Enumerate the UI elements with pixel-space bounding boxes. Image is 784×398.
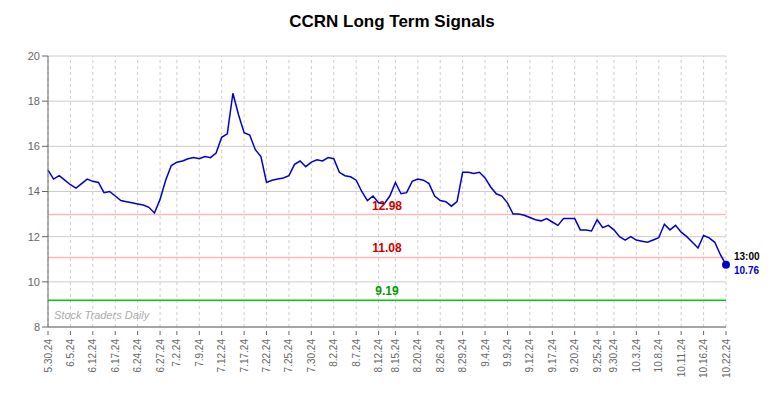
svg-text:7.22.24: 7.22.24 [261, 339, 272, 373]
svg-text:7.9.24: 7.9.24 [194, 339, 205, 367]
svg-text:8.12.24: 8.12.24 [373, 339, 384, 373]
svg-text:9.17.24: 9.17.24 [547, 339, 558, 373]
svg-text:9.19: 9.19 [375, 284, 399, 298]
svg-text:8.20.24: 8.20.24 [412, 339, 423, 373]
svg-text:13:00: 13:00 [734, 251, 760, 262]
html-text:Stock Traders Daily: Stock Traders Daily [54, 309, 150, 321]
svg-text:10.22.24: 10.22.24 [721, 339, 732, 378]
svg-text:7.17.24: 7.17.24 [239, 339, 250, 373]
svg-text:9.12.24: 9.12.24 [524, 339, 535, 373]
svg-text:12.98: 12.98 [372, 199, 402, 213]
svg-text:9.20.24: 9.20.24 [569, 339, 580, 373]
svg-text:7.25.24: 7.25.24 [283, 339, 294, 373]
svg-text:10.3.24: 10.3.24 [631, 339, 642, 373]
svg-text:8.7.24: 8.7.24 [351, 339, 362, 367]
svg-text:6.24.24: 6.24.24 [132, 339, 143, 373]
svg-text:10.16.24: 10.16.24 [698, 339, 709, 378]
svg-text:10.11.24: 10.11.24 [676, 339, 687, 378]
svg-text:6.5.24: 6.5.24 [65, 339, 76, 367]
svg-text:9.9.24: 9.9.24 [502, 339, 513, 367]
svg-text:7.12.24: 7.12.24 [216, 339, 227, 373]
svg-text:10.8.24: 10.8.24 [653, 339, 664, 373]
svg-text:12: 12 [28, 231, 40, 243]
svg-text:16: 16 [28, 140, 40, 152]
svg-text:6.17.24: 6.17.24 [110, 339, 121, 373]
svg-text:8.29.24: 8.29.24 [457, 339, 468, 373]
svg-text:9.25.24: 9.25.24 [592, 339, 603, 373]
svg-text:8.26.24: 8.26.24 [435, 339, 446, 373]
svg-text:10: 10 [28, 276, 40, 288]
svg-text:7.30.24: 7.30.24 [306, 339, 317, 373]
svg-text:8: 8 [34, 321, 40, 333]
svg-text:6.12.24: 6.12.24 [87, 339, 98, 373]
svg-text:11.08: 11.08 [372, 241, 402, 255]
svg-text:8.15.24: 8.15.24 [390, 339, 401, 373]
svg-text:6.27.24: 6.27.24 [155, 339, 166, 373]
svg-text:5.30.24: 5.30.24 [43, 339, 54, 373]
svg-text:9.30.24: 9.30.24 [608, 339, 619, 373]
html-text:CCRN Long Term Signals: CCRN Long Term Signals [289, 12, 495, 31]
svg-text:7.2.24: 7.2.24 [171, 339, 182, 367]
svg-text:18: 18 [28, 95, 40, 107]
svg-text:8.2.24: 8.2.24 [328, 339, 339, 367]
svg-text:10.76: 10.76 [734, 265, 759, 276]
svg-text:9.4.24: 9.4.24 [480, 339, 491, 367]
svg-text:14: 14 [28, 185, 40, 197]
svg-text:20: 20 [28, 50, 40, 62]
